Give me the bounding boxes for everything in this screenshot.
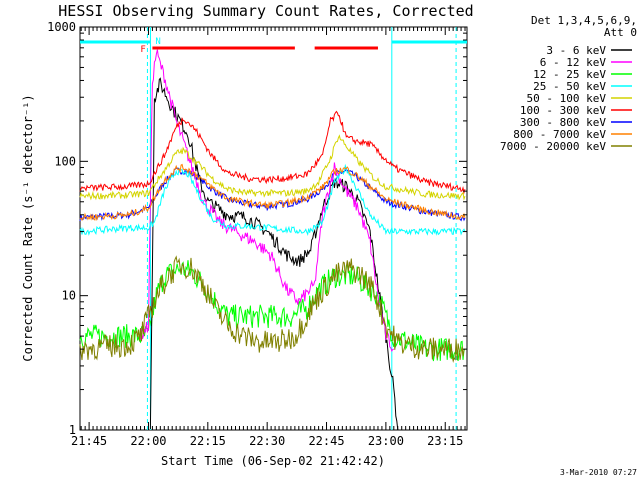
y-axis-label: Corrected Count Rate (s⁻¹ detector⁻¹) <box>21 94 35 361</box>
series-line-1 <box>149 77 399 431</box>
legend-label-4: 25 - 50 keV <box>533 80 606 93</box>
plot-frame <box>79 26 468 431</box>
x-tick-label: 22:30 <box>249 434 285 448</box>
legend-label-9: 7000 - 20000 keV <box>500 140 606 153</box>
y-tick-label: 100 <box>54 154 76 168</box>
series-line-8 <box>79 163 466 222</box>
x-tick-label: 22:15 <box>190 434 226 448</box>
series-line-6 <box>79 110 466 195</box>
series-line-9 <box>79 255 466 363</box>
legend-header-line-2: Att 0 <box>604 26 637 39</box>
chart-title: HESSI Observing Summary Count Rates, Cor… <box>58 2 473 20</box>
timestamp: 3-Mar-2010 07:27 <box>560 468 637 477</box>
x-axis-ticks: 21:45 22:00 22:15 22:30 22:45 23:00 23:15 <box>71 27 466 448</box>
y-axis-ticks: 1 10 100 1000 <box>47 20 467 437</box>
legend-label-2: 6 - 12 keV <box>540 56 607 69</box>
x-tick-label: 23:00 <box>368 434 404 448</box>
x-tick-label: 22:45 <box>308 434 344 448</box>
flare-label: F <box>140 45 145 55</box>
annotation-layer: NF <box>80 27 467 430</box>
series-line-2 <box>140 49 394 352</box>
series-line-5 <box>79 134 466 201</box>
legend-header-line-1: Det 1,3,4,5,6,9, <box>531 14 637 27</box>
y-tick-label: 1 <box>69 423 76 437</box>
x-tick-label: 22:00 <box>130 434 166 448</box>
y-tick-label: 10 <box>62 289 76 303</box>
x-axis-label: Start Time (06-Sep-02 21:42:42) <box>161 454 385 468</box>
x-tick-label: 21:45 <box>71 434 107 448</box>
saa-label: N <box>155 37 160 47</box>
x-tick-label: 23:15 <box>427 434 463 448</box>
legend-label-8: 800 - 7000 keV <box>513 128 606 141</box>
y-tick-label: 1000 <box>47 20 76 34</box>
legend-label-1: 3 - 6 keV <box>546 44 606 57</box>
legend-label-6: 100 - 300 keV <box>520 104 606 117</box>
legend-label-7: 300 - 800 keV <box>520 116 606 129</box>
series-layer <box>79 49 466 431</box>
legend-label-3: 12 - 25 keV <box>533 68 606 81</box>
series-line-3 <box>79 260 466 362</box>
legend-label-5: 50 - 100 keV <box>527 92 607 105</box>
series-line-4 <box>79 163 466 237</box>
